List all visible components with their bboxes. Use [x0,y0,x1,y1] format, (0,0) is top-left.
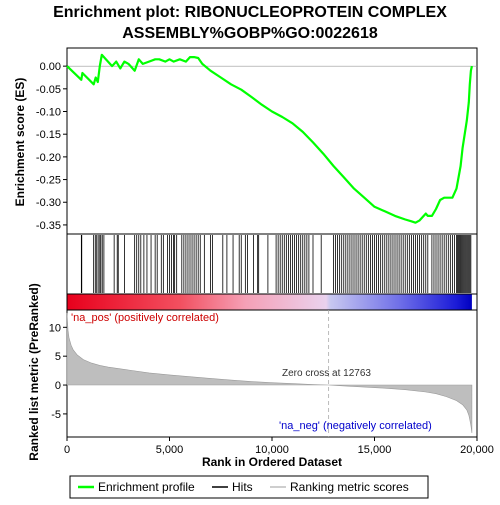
es-ytick-label: -0.30 [36,197,61,209]
x-tick-label: 5,000 [156,444,184,456]
ranking-series-group [66,310,473,437]
ranking-metric-area [66,312,473,434]
rank-ytick-label: 5 [55,351,61,363]
es-ytick-label: -0.20 [36,152,61,164]
x-tick-label: 0 [64,444,70,456]
es-ytick-label: -0.15 [36,129,61,141]
rank-ytick-label: -5 [51,409,61,421]
es-ytick-label: -0.35 [36,220,61,232]
chart-title-line-1: Enrichment plot: RIBONUCLEOPROTEIN COMPL… [53,4,447,21]
rank-color-bar [67,294,472,310]
es-axis-ticks: 0.00 -0.05 -0.10 -0.15 -0.20 -0.25 -0.30 -0.35 [36,61,67,232]
na-neg-label: 'na_neg' (negatively correlated) [279,420,432,432]
rank-ytick-label: 0 [55,380,61,392]
es-panel-frame [66,47,478,235]
ranking-axis-ticks: 10 5 0 -5 [49,322,67,421]
es-ytick-label: -0.25 [36,175,61,187]
x-tick-label: 20,000 [460,444,494,456]
legend-box [69,475,429,499]
legend-label: Ranking metric scores [290,480,409,494]
x-tick-label: 15,000 [358,444,392,456]
rank-ytick-label: 10 [49,322,61,334]
legend-label: Enrichment profile [98,480,195,494]
na-pos-label: 'na_pos' (positively correlated) [71,312,219,324]
zero-cross-label: Zero cross at 12763 [282,368,371,379]
legend-label: Hits [232,480,253,494]
ranking-axis-label: Ranked list metric (PreRanked) [27,283,41,460]
chart-title-line-2: ASSEMBLY%GOBP%GO:0022618 [122,25,378,42]
x-axis-label: Rank in Ordered Dataset [202,455,342,469]
es-ytick-label: -0.05 [36,84,61,96]
es-ytick-label: -0.10 [36,107,61,119]
x-tick-label: 10,000 [255,444,289,456]
es-series-group [66,53,473,224]
enrichment-profile-line [66,53,473,224]
hits-panel-frame [66,233,478,295]
x-axis-ticks: 0 5,000 10,000 15,000 20,000 [64,437,494,456]
es-ytick-label: 0.00 [40,61,61,73]
es-axis-label: Enrichment score (ES) [13,78,27,207]
legend: Enrichment profile Hits Ranking metric sco… [78,480,409,494]
hits-group [80,235,472,293]
